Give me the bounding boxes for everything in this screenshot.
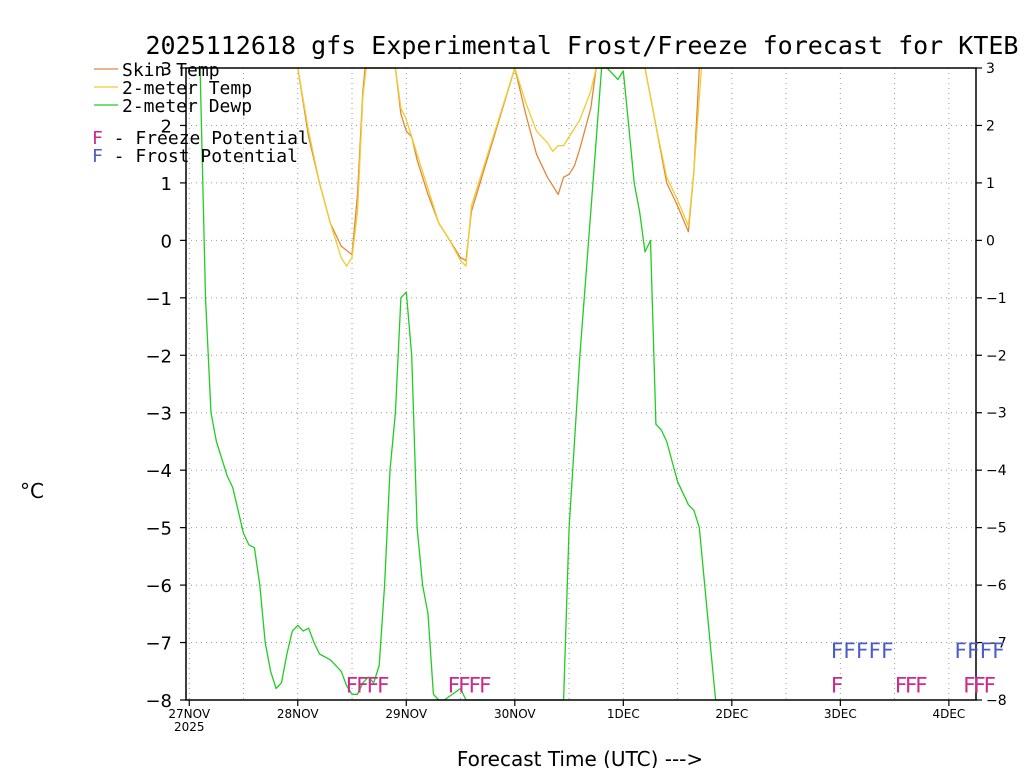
x-tick-label: 3DEC [824,707,857,721]
freeze-flag: F [831,674,844,698]
y-right-tick-label: −2 [986,348,1007,364]
y-axis-label: °C [20,479,44,503]
x-tick-label: 1DEC [607,707,640,721]
y-tick-label: −1 [145,289,172,310]
y-tick-label: 2 [161,116,172,137]
legend-frost-text: - Frost Potential [103,146,298,167]
y-tick-label: −6 [145,576,172,597]
y-tick-label: −3 [145,404,172,425]
x-tick-label: 29NOV [385,707,427,721]
y-right-tick-label: −8 [986,693,1007,709]
grid [186,67,976,701]
x-tick-label: 30NOV [494,707,536,721]
freeze-flag: FFFF [346,674,390,698]
x-tick-label: 27NOV [168,707,210,721]
legend: Skin Temp 2-meter Temp 2-meter Dewp F - … [92,60,309,167]
y-right-tick-label: −1 [986,291,1007,307]
y-tick-label: −5 [145,519,172,540]
legend-skin-temp: Skin Temp [122,60,220,81]
x-tick-label: 2DEC [715,707,748,721]
y-right-tick-label: −5 [986,521,1007,537]
y-tick-label: −4 [145,461,172,482]
legend-freeze: F - Freeze Potential [92,128,309,149]
y-axis-right: 3 2 1 0 −1 −2 −3 −4 −5 −6 −7 −8 [976,61,1007,709]
legend-frost: F - Frost Potential [92,146,298,167]
chart-title: 2025112618 gfs Experimental Frost/Freeze… [146,31,1019,60]
y-tick-label: 1 [161,174,172,195]
y-axis-left: 3 2 1 0 −1 −2 −3 −4 −5 −6 −7 −8 [145,59,186,712]
plot-frame [185,67,977,701]
x-axis-label: Forecast Time (UTC) ---> [457,747,703,768]
series-line-skin-temp [297,67,700,262]
y-tick-label: 0 [161,231,172,252]
y-tick-label: −8 [145,691,172,712]
x-tick-label: 28NOV [277,707,319,721]
y-tick-label: 3 [161,59,172,80]
y-right-tick-label: −6 [986,578,1007,594]
legend-freeze-text: - Freeze Potential [103,128,309,149]
freeze-flag: FFF [963,674,996,698]
x-tick-sublabel: 2025 [174,720,205,734]
freeze-flag: FFFF [448,674,492,698]
y-right-tick-label: 0 [986,233,995,249]
y-right-tick-label: 3 [986,61,995,77]
legend-freeze-letter: F [92,128,103,149]
legend-2m-temp: 2-meter Temp [122,78,252,99]
y-tick-label: −7 [145,634,172,655]
y-right-tick-label: 2 [986,118,995,134]
freeze-flag: FFF [895,674,928,698]
frost-flag: FFFF [954,639,1004,663]
x-tick-label: 4DEC [932,707,965,721]
legend-frost-letter: F [92,146,103,167]
frost-flag: FFFFF [831,639,894,663]
series-line-2-meter-dewp [199,67,732,701]
y-tick-label: −2 [145,346,172,367]
y-right-tick-label: −7 [986,636,1007,652]
y-right-tick-label: −3 [986,406,1007,422]
legend-2m-dewp: 2-meter Dewp [122,96,252,117]
y-right-tick-label: 1 [986,176,995,192]
y-right-tick-label: −4 [986,463,1007,479]
